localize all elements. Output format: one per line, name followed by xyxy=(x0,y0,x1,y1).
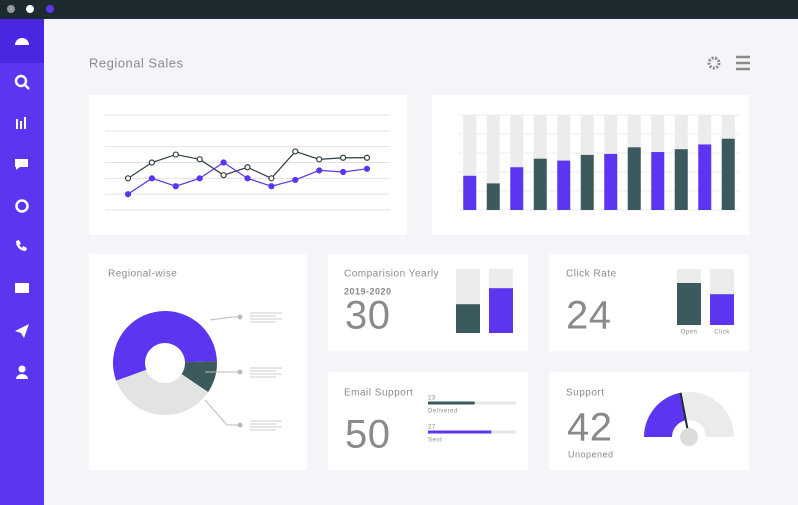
bar xyxy=(604,153,618,210)
nav-user[interactable] xyxy=(18,365,26,373)
gauge-fill xyxy=(644,392,686,437)
nav-icons xyxy=(14,38,30,379)
nav-user-body xyxy=(16,374,28,379)
progress-bar xyxy=(428,430,492,434)
point xyxy=(292,148,299,155)
bar xyxy=(463,175,477,210)
bar xyxy=(489,288,513,333)
nav-mail[interactable] xyxy=(15,283,29,293)
bar xyxy=(557,160,571,210)
point xyxy=(148,159,155,166)
progress-bar xyxy=(428,401,475,405)
bar xyxy=(651,152,665,210)
donut-slice xyxy=(181,361,218,393)
donut-slice xyxy=(116,369,209,415)
bar xyxy=(456,304,480,333)
bar xyxy=(710,294,734,325)
window-dot[interactable] xyxy=(26,5,34,13)
card-title: Support xyxy=(566,388,605,399)
nav-search[interactable] xyxy=(14,74,28,88)
big-number: 24 xyxy=(566,294,612,338)
point xyxy=(124,175,132,182)
point xyxy=(268,183,275,190)
point xyxy=(244,164,251,171)
progress-count: 27 xyxy=(428,425,436,431)
progress-label: Sent xyxy=(428,438,442,444)
point xyxy=(220,159,227,166)
bar-label: Open xyxy=(681,330,698,336)
point xyxy=(220,172,227,179)
subtitle: Unopened xyxy=(568,449,614,459)
point xyxy=(363,154,371,161)
point xyxy=(124,191,132,198)
point xyxy=(316,156,323,163)
point xyxy=(172,183,179,190)
bar-label: Click xyxy=(714,330,730,336)
window-dot[interactable] xyxy=(7,5,15,13)
bar xyxy=(533,158,547,210)
big-number: 42 xyxy=(567,406,613,450)
nav-search-handle xyxy=(24,84,30,90)
point xyxy=(196,175,203,182)
big-number: 50 xyxy=(345,413,391,457)
page-title: Regional Sales xyxy=(89,55,183,70)
title-bar xyxy=(0,0,798,19)
bar xyxy=(580,154,594,210)
leader-dot xyxy=(237,369,243,375)
nav-phone[interactable] xyxy=(16,240,27,251)
donut-slice xyxy=(113,311,217,381)
point xyxy=(340,168,347,176)
nav-chat[interactable] xyxy=(15,159,28,170)
card-title: Comparision Yearly xyxy=(344,269,439,280)
card-title: Regional-wise xyxy=(108,269,177,280)
window-dot[interactable] xyxy=(46,5,54,13)
point xyxy=(196,156,203,163)
bar xyxy=(627,147,641,210)
point xyxy=(363,165,371,172)
email-card xyxy=(328,372,528,470)
bar xyxy=(486,183,500,210)
leader-line xyxy=(209,316,240,321)
bar xyxy=(677,283,701,325)
bar xyxy=(510,167,524,210)
nav-send[interactable] xyxy=(15,324,29,338)
menu-icon[interactable] xyxy=(736,55,750,71)
nav-at[interactable] xyxy=(15,199,29,213)
bar xyxy=(674,149,688,210)
leader-dot xyxy=(237,314,243,320)
bar xyxy=(698,144,712,210)
period: 2019-2020 xyxy=(344,286,392,296)
progress-label: Delivered xyxy=(428,409,458,415)
sidebar xyxy=(0,19,44,505)
big-number: 30 xyxy=(345,294,391,338)
point xyxy=(148,175,155,182)
settings-icon[interactable] xyxy=(707,56,721,70)
point xyxy=(172,151,179,158)
point xyxy=(268,175,275,182)
point xyxy=(244,175,251,182)
leader-dot xyxy=(237,422,243,428)
card-title: Email Support xyxy=(344,388,413,399)
card-title: Click Rate xyxy=(566,269,617,280)
point xyxy=(316,167,323,174)
nav-stats[interactable] xyxy=(16,117,26,129)
nav-dashboard[interactable] xyxy=(15,38,29,45)
leader-line xyxy=(204,399,240,426)
progress-count: 23 xyxy=(428,396,436,402)
gauge-hub xyxy=(680,428,698,446)
bar xyxy=(721,138,735,210)
point xyxy=(292,176,299,184)
point xyxy=(340,154,347,161)
